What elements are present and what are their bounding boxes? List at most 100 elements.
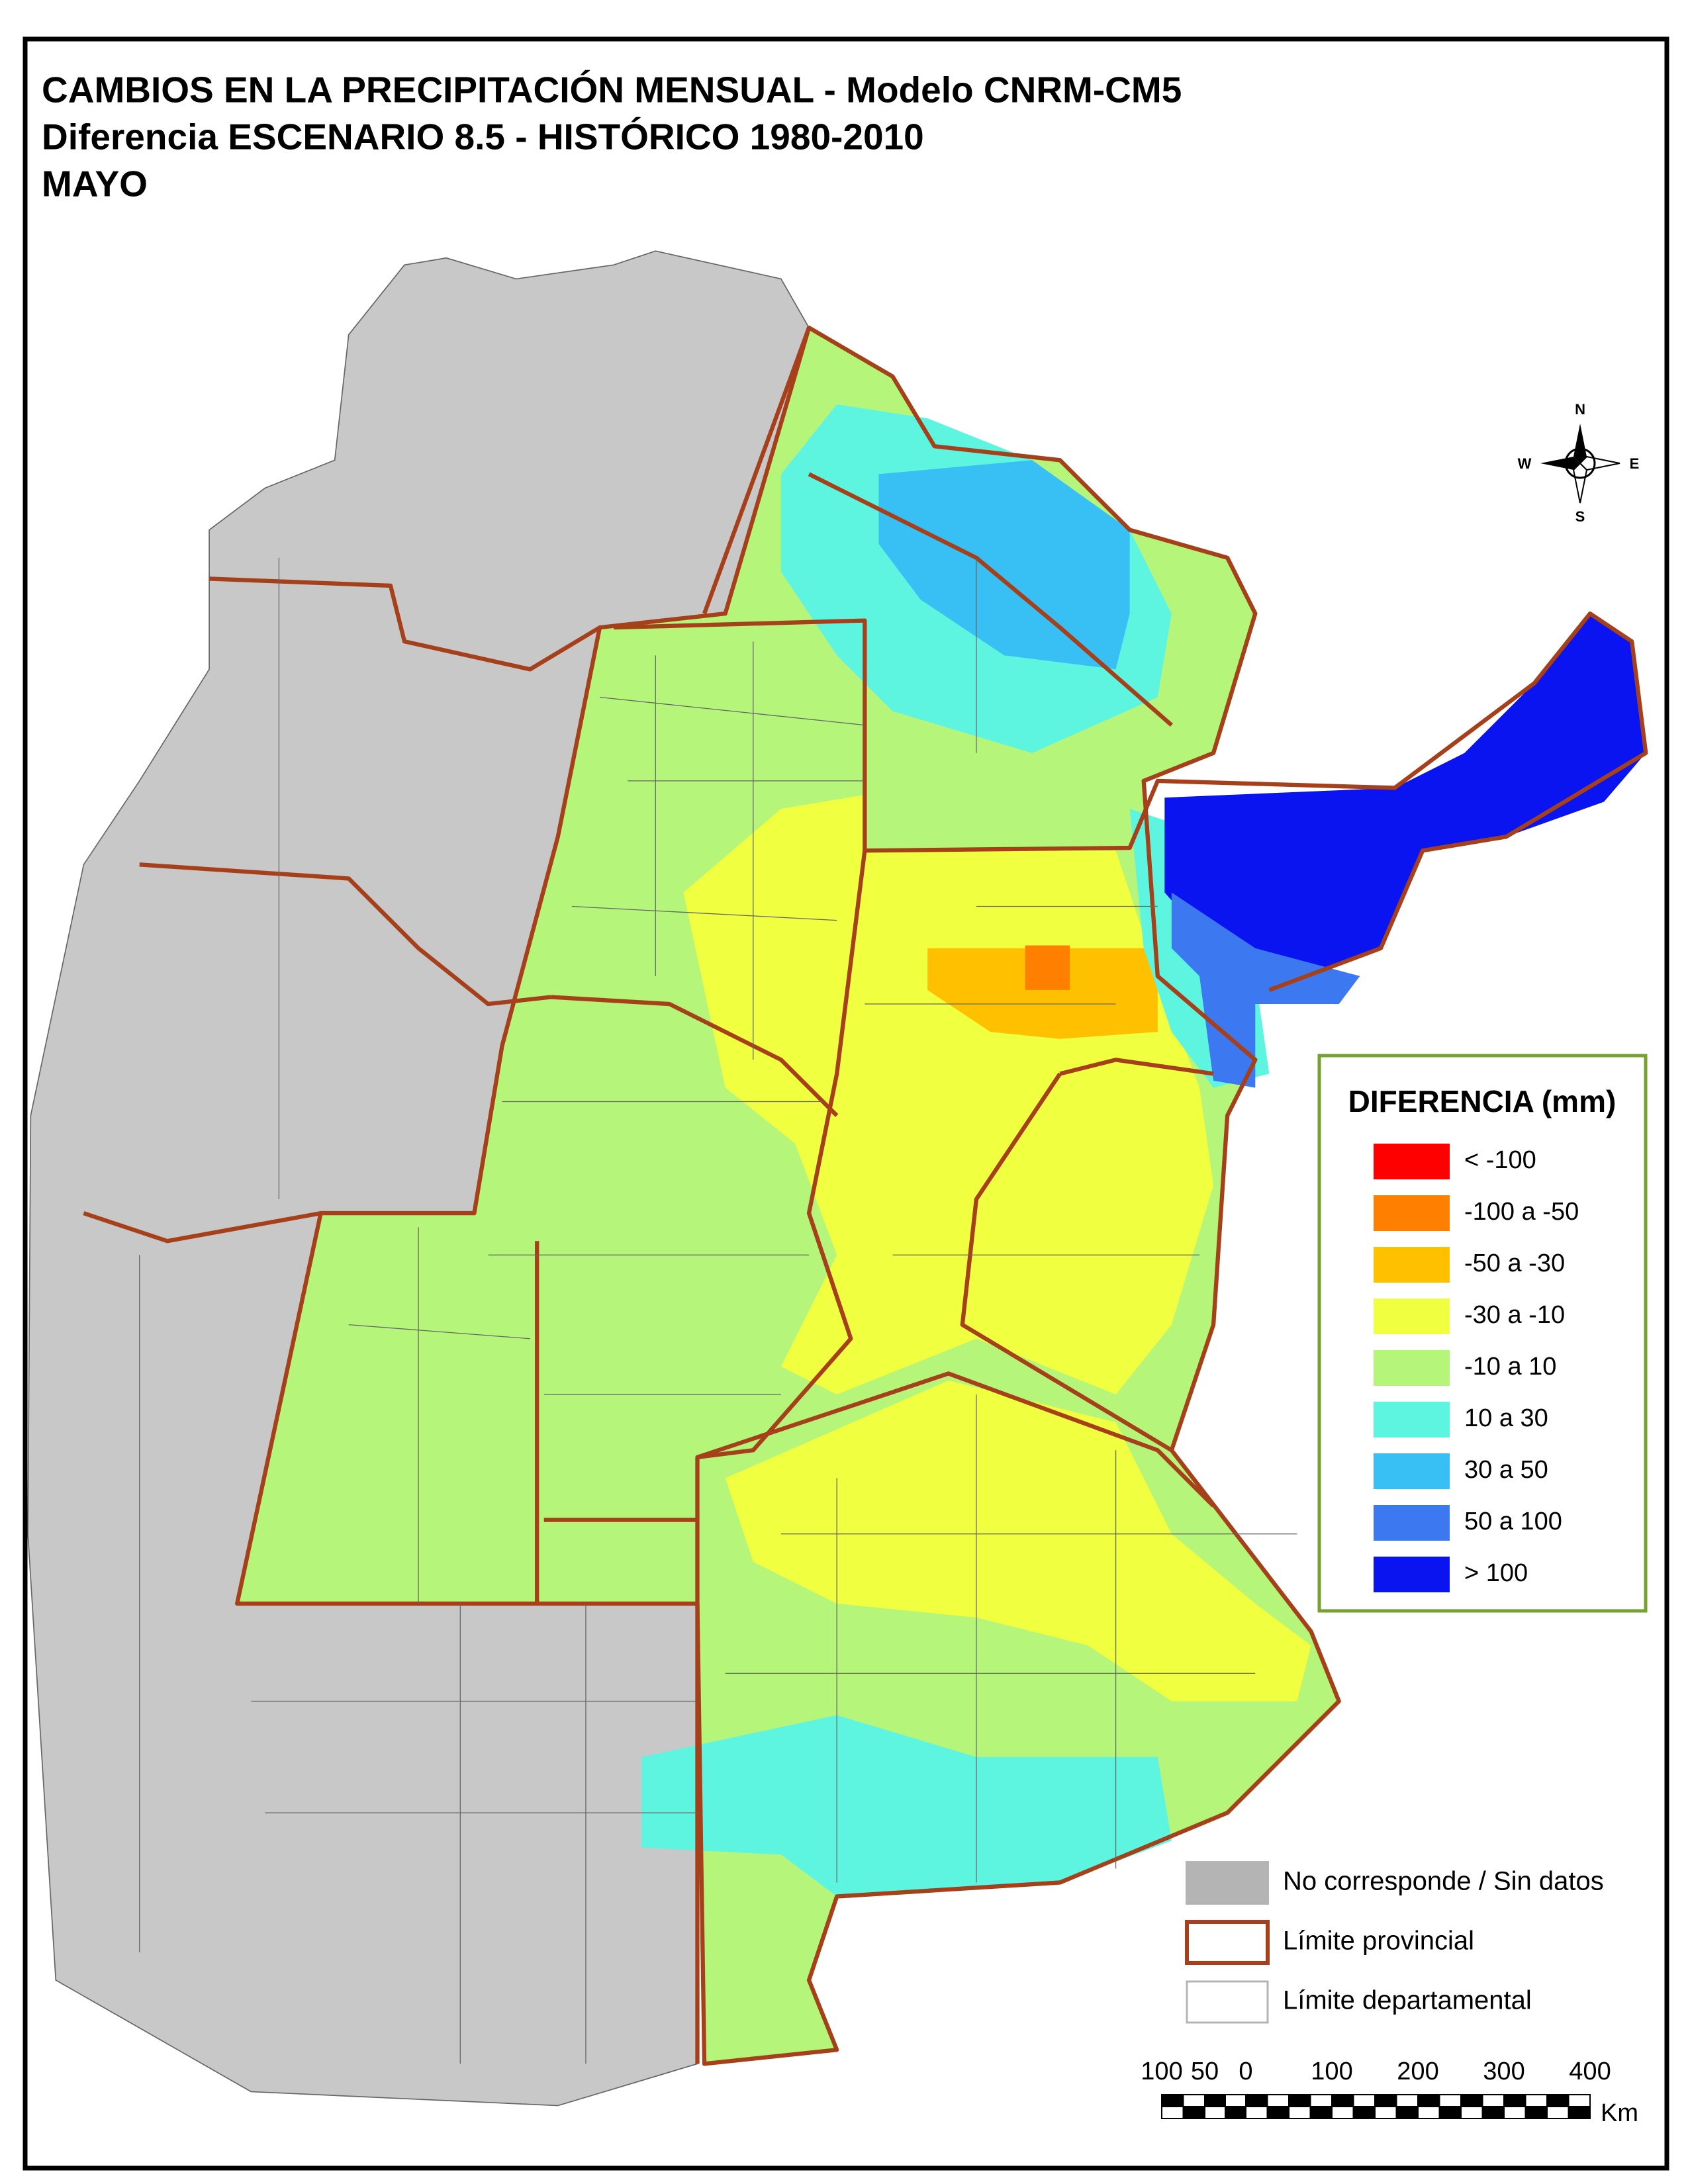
department-borders <box>139 557 1297 2064</box>
province-border <box>696 1371 1215 1508</box>
legend-swatch <box>1374 1247 1450 1283</box>
scale-segment <box>1524 2106 1548 2119</box>
title-line: CAMBIOS EN LA PRECIPITACIÓN MENSUAL - Mo… <box>42 69 1182 111</box>
province-border <box>613 611 1648 992</box>
region-yellow-1 <box>683 794 1214 1394</box>
scale-label: 100 <box>1311 2058 1352 2085</box>
legend-swatch <box>1374 1505 1450 1541</box>
region-orange-dark <box>1025 945 1070 990</box>
province-border <box>695 850 867 2064</box>
reference-label: Límite provincial <box>1283 1927 1474 1956</box>
scale-segment <box>1438 2094 1462 2107</box>
title: CAMBIOS EN LA PRECIPITACIÓN MENSUAL - Mo… <box>42 69 1182 205</box>
compass-w: W <box>1518 455 1532 472</box>
scale-segment <box>1417 2106 1440 2119</box>
scale-segment <box>1204 2106 1226 2119</box>
scale-segment <box>1546 2106 1570 2119</box>
map <box>27 250 1648 2107</box>
legend-swatch <box>1374 1402 1450 1437</box>
scale-label: 50 <box>1191 2058 1219 2085</box>
scale-segment <box>1503 2106 1526 2119</box>
scale-segment <box>1352 2106 1376 2119</box>
region-blue <box>878 460 1130 670</box>
legend: < -100 -100 a -50 -50 a -30 -30 a -10 -10 a … <box>1374 1144 1579 1592</box>
legend-label: > 100 <box>1464 1559 1528 1587</box>
reference-swatch <box>1186 1861 1269 1905</box>
compass: N S E W <box>1518 401 1640 525</box>
scale-segment <box>1266 2094 1289 2107</box>
scale-segment <box>1352 2094 1376 2107</box>
province-border <box>808 472 1173 727</box>
scale-bar: 100 50 0 100 200 300 400 Km <box>1141 2058 1638 2127</box>
scale-segment <box>1161 2094 1184 2107</box>
scale-segment <box>1309 2106 1333 2119</box>
legend-label: 30 a 50 <box>1464 1456 1548 1484</box>
province-border <box>960 1072 1173 1452</box>
scale-segment <box>1481 2094 1505 2107</box>
scale-segment <box>1182 2106 1205 2119</box>
scale-segment <box>1245 2106 1268 2119</box>
scale-segment <box>1395 2106 1419 2119</box>
scale-segment <box>1225 2094 1246 2107</box>
scale-segment <box>1395 2094 1419 2107</box>
scale-unit: Km <box>1601 2099 1638 2127</box>
frame <box>23 36 1669 2171</box>
legend-label: -100 a -50 <box>1464 1198 1579 1226</box>
province-border <box>551 995 839 1117</box>
scale-segment <box>1503 2094 1526 2107</box>
legend-swatch <box>1374 1144 1450 1179</box>
province-border <box>702 327 812 615</box>
title-line: MAYO <box>42 163 148 205</box>
scale-segment <box>1568 2094 1591 2107</box>
scale-segment <box>1460 2106 1483 2119</box>
scale-label: 200 <box>1397 2058 1438 2085</box>
compass-e: E <box>1630 455 1640 472</box>
province-border <box>209 576 601 672</box>
scale-segment <box>1182 2094 1205 2107</box>
reference-legend: No corresponde / Sin datos Límite provinc… <box>1185 1861 1604 2024</box>
legend-label: 50 a 100 <box>1464 1508 1562 1535</box>
scale-segment <box>1374 2094 1397 2107</box>
scale-segment <box>1481 2106 1505 2119</box>
region-cyan-south <box>641 1715 1172 1897</box>
scale-label: 400 <box>1569 2058 1611 2085</box>
scale-segment <box>1568 2106 1591 2119</box>
legend-label: -50 a -30 <box>1464 1250 1565 1277</box>
scale-segment <box>1546 2094 1570 2107</box>
legend-swatch <box>1374 1557 1450 1592</box>
title-line: Diferencia ESCENARIO 8.5 - HISTÓRICO 198… <box>42 116 924 158</box>
legend-label: 10 a 30 <box>1464 1404 1548 1432</box>
province-border <box>1059 1058 1214 1076</box>
legend-label: < -100 <box>1464 1146 1536 1174</box>
reference-label: Límite departamental <box>1283 1986 1532 2015</box>
scale-label: 300 <box>1483 2058 1524 2085</box>
scale-segment <box>1204 2094 1226 2107</box>
scale-segment <box>1225 2106 1246 2119</box>
region-orange <box>927 948 1158 1039</box>
compass-s: S <box>1575 508 1585 525</box>
scale-segment <box>1288 2094 1311 2107</box>
scale-segment <box>1331 2106 1354 2119</box>
legend-swatch <box>1374 1195 1450 1231</box>
scale-segment <box>1161 2106 1184 2119</box>
legend-label: -30 a -10 <box>1464 1301 1565 1329</box>
region-mid-blue <box>1171 892 1360 1088</box>
scale-label: 0 <box>1239 2058 1252 2085</box>
scale-segment <box>1438 2106 1462 2119</box>
scale-segment <box>1417 2094 1440 2107</box>
scale-segment <box>1460 2094 1483 2107</box>
scale-segment <box>1331 2094 1354 2107</box>
legend-swatch <box>1374 1298 1450 1334</box>
reference-label: No corresponde / Sin datos <box>1283 1867 1604 1896</box>
compass-n: N <box>1575 401 1585 418</box>
scale-segment <box>1245 2094 1268 2107</box>
scale-label: 100 <box>1141 2058 1182 2085</box>
legend-swatch <box>1374 1453 1450 1489</box>
legend-swatch <box>1374 1350 1450 1386</box>
scale-segment <box>1374 2106 1397 2119</box>
reference-swatch <box>1186 1980 1269 2024</box>
legend-label: -10 a 10 <box>1464 1353 1556 1381</box>
scale-segment <box>1309 2094 1333 2107</box>
scale-segment <box>1524 2094 1548 2107</box>
